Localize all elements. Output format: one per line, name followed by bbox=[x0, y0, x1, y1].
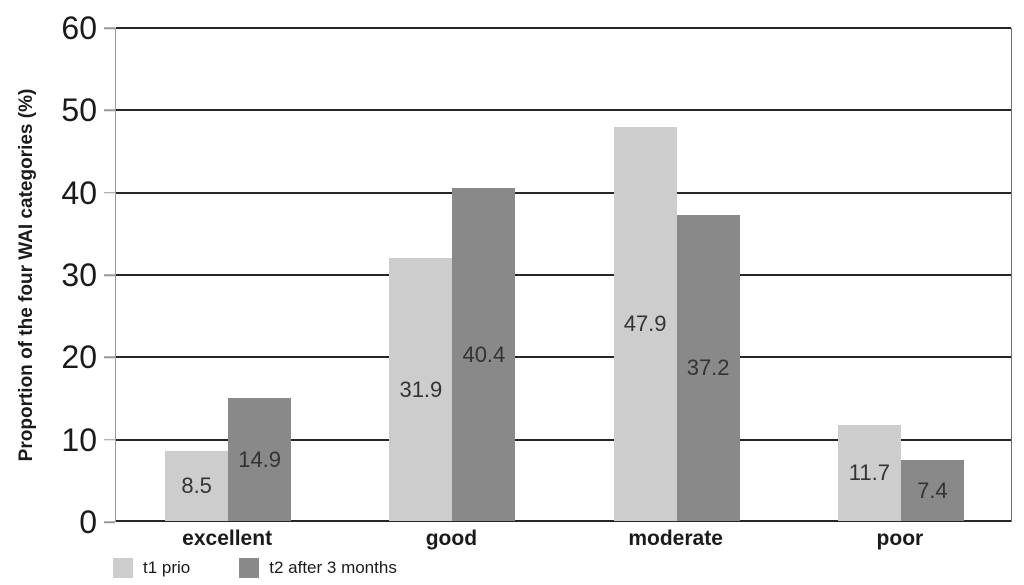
y-tick-mark-20 bbox=[104, 356, 115, 359]
bar-value-label: 47.9 bbox=[623, 310, 667, 336]
gridline-10 bbox=[116, 438, 1011, 441]
legend-item-2: t2 after 3 months bbox=[239, 558, 397, 578]
gridline-60 bbox=[116, 27, 1011, 29]
x-category-label-excellent: excellent bbox=[182, 527, 273, 550]
bar-good-series2: 40.4 bbox=[452, 188, 516, 521]
legend-swatch-icon bbox=[113, 558, 133, 578]
x-category-label-poor: poor bbox=[876, 527, 924, 550]
bar-excellent-series1: 8.5 bbox=[165, 451, 229, 521]
y-tick-mark-50 bbox=[104, 109, 115, 112]
gridline-30 bbox=[116, 274, 1011, 276]
y-tick-label-20: 20 bbox=[61, 339, 97, 376]
y-tick-label-30: 30 bbox=[61, 257, 97, 293]
y-tick-label-0: 0 bbox=[79, 504, 97, 540]
x-category-label-moderate: moderate bbox=[628, 527, 723, 550]
y-tick-mark-0 bbox=[104, 521, 115, 523]
bar-value-label: 11.7 bbox=[848, 459, 890, 485]
gridline-50 bbox=[116, 109, 1011, 112]
y-tick-label-40: 40 bbox=[61, 174, 97, 211]
bar-value-label: 31.9 bbox=[399, 376, 443, 402]
y-tick-mark-60 bbox=[104, 27, 115, 29]
legend-swatch-icon bbox=[239, 558, 260, 578]
bar-value-label: 8.5 bbox=[181, 473, 212, 499]
y-tick-mark-30 bbox=[104, 274, 115, 276]
bar-moderate-series1: 47.9 bbox=[613, 126, 677, 521]
bar-good-series1: 31.9 bbox=[389, 258, 453, 521]
y-tick-label-50: 50 bbox=[61, 92, 97, 129]
bar-excellent-series2: 14.9 bbox=[228, 398, 292, 521]
gridline-40 bbox=[116, 191, 1011, 194]
y-tick-mark-10 bbox=[104, 438, 115, 441]
bar-value-label: 37.2 bbox=[686, 354, 730, 380]
bar-value-label: 7.4 bbox=[917, 477, 948, 503]
gridline-20 bbox=[116, 356, 1011, 359]
bar-value-label: 14.9 bbox=[238, 446, 282, 472]
legend-item-1: t1 prio bbox=[113, 558, 190, 578]
y-tick-label-60: 60 bbox=[61, 10, 97, 46]
bar-moderate-series2: 37.2 bbox=[676, 214, 740, 521]
legend: t1 prio t2 after 3 months bbox=[113, 558, 397, 578]
bar-poor-series2: 7.4 bbox=[900, 460, 964, 521]
legend-label: t1 prio bbox=[143, 558, 191, 577]
bar-poor-series1: 11.7 bbox=[837, 424, 901, 521]
bar-value-label: 40.4 bbox=[462, 341, 506, 367]
gridline-0 bbox=[116, 520, 1011, 522]
y-tick-label-10: 10 bbox=[61, 421, 97, 458]
plot-area: 8.5 14.9 31.9 40.4 47.9 37.2 11.7 7.4 bbox=[115, 27, 1012, 522]
legend-label: t2 after 3 months bbox=[269, 558, 397, 577]
y-tick-mark-40 bbox=[104, 191, 115, 194]
x-category-label-good: good bbox=[425, 527, 478, 550]
